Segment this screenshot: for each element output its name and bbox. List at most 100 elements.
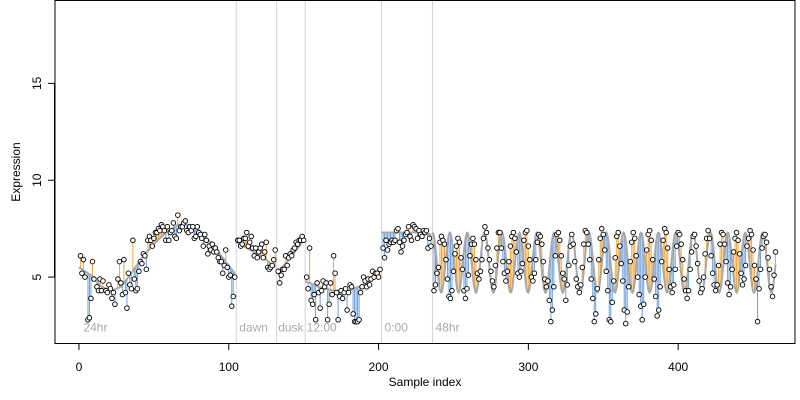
data-point bbox=[723, 258, 729, 265]
data-point bbox=[548, 318, 554, 325]
data-point bbox=[441, 241, 448, 247]
data-point bbox=[636, 291, 642, 298]
data-point bbox=[625, 284, 632, 290]
data-point bbox=[428, 243, 434, 249]
data-point bbox=[311, 291, 317, 298]
data-point bbox=[513, 249, 520, 255]
data-point bbox=[326, 301, 332, 307]
data-point bbox=[756, 285, 762, 292]
data-point bbox=[281, 266, 287, 273]
data-point bbox=[539, 241, 545, 247]
data-point bbox=[591, 318, 598, 325]
y-axis-title: Expression bbox=[9, 142, 23, 201]
data-point bbox=[329, 291, 335, 298]
data-point bbox=[678, 241, 684, 247]
data-point bbox=[657, 284, 663, 290]
data-point bbox=[551, 284, 557, 290]
data-point bbox=[306, 245, 313, 251]
data-point bbox=[263, 239, 269, 245]
data-point bbox=[492, 262, 499, 269]
data-point bbox=[377, 266, 383, 273]
data-point bbox=[335, 316, 341, 323]
data-point bbox=[578, 282, 584, 288]
data-point bbox=[112, 301, 118, 307]
data-point bbox=[332, 270, 338, 276]
data-point bbox=[560, 270, 566, 276]
data-point bbox=[392, 237, 398, 244]
data-point bbox=[736, 251, 743, 257]
data-point bbox=[599, 225, 605, 232]
data-point bbox=[552, 253, 559, 259]
x-tick-label: 400 bbox=[668, 360, 688, 374]
data-point bbox=[561, 276, 568, 282]
data-point bbox=[139, 260, 145, 267]
data-point bbox=[465, 272, 472, 278]
data-point bbox=[116, 258, 123, 265]
data-point bbox=[759, 245, 765, 251]
data-point bbox=[118, 280, 124, 286]
data-point bbox=[588, 276, 595, 282]
data-point bbox=[242, 235, 248, 242]
data-point bbox=[381, 254, 388, 261]
data-point bbox=[518, 268, 524, 275]
section-label: dusk bbox=[278, 320, 304, 334]
data-point bbox=[720, 231, 726, 238]
data-point bbox=[733, 229, 740, 236]
data-point bbox=[166, 237, 172, 244]
data-point bbox=[576, 289, 583, 296]
data-point bbox=[444, 276, 451, 282]
data-point bbox=[739, 282, 746, 288]
data-point bbox=[220, 270, 226, 276]
data-point bbox=[345, 289, 352, 296]
data-point bbox=[700, 274, 707, 280]
data-point bbox=[491, 284, 497, 290]
data-point bbox=[115, 276, 121, 282]
data-point bbox=[660, 237, 666, 244]
data-point bbox=[765, 254, 771, 261]
data-point bbox=[715, 262, 722, 269]
data-point bbox=[771, 272, 777, 278]
data-point bbox=[627, 258, 633, 265]
data-point bbox=[79, 270, 85, 276]
data-point bbox=[693, 243, 699, 249]
data-point bbox=[769, 293, 776, 300]
data-point bbox=[573, 276, 580, 282]
data-point bbox=[434, 270, 440, 276]
data-point bbox=[699, 285, 705, 292]
section-label: 48hr bbox=[435, 320, 459, 334]
data-point bbox=[503, 278, 509, 284]
data-point bbox=[705, 227, 711, 234]
data-point bbox=[615, 229, 621, 236]
data-point bbox=[609, 299, 615, 306]
data-point bbox=[772, 249, 779, 255]
data-point bbox=[182, 218, 189, 224]
section-labels: 24hr dawn dusk 12:00 0:00 48hr bbox=[83, 320, 459, 334]
data-point bbox=[193, 233, 199, 240]
data-point bbox=[744, 243, 750, 249]
data-point bbox=[91, 276, 97, 282]
y-tick-label: 15 bbox=[30, 76, 44, 90]
data-point bbox=[590, 295, 596, 302]
data-point bbox=[555, 229, 562, 236]
data-point bbox=[569, 231, 575, 238]
data-point bbox=[98, 287, 105, 294]
data-point bbox=[489, 278, 496, 284]
data-point bbox=[284, 262, 290, 269]
data-point bbox=[214, 249, 220, 255]
data-point bbox=[603, 268, 610, 275]
data-point bbox=[149, 243, 156, 249]
data-point bbox=[612, 254, 618, 261]
data-point bbox=[658, 258, 665, 265]
data-point bbox=[317, 305, 323, 311]
data-point bbox=[516, 274, 523, 280]
data-point bbox=[100, 278, 106, 284]
data-point bbox=[497, 229, 503, 236]
data-point bbox=[456, 239, 463, 245]
data-point bbox=[121, 256, 127, 263]
data-point bbox=[218, 258, 225, 265]
data-point bbox=[395, 225, 401, 232]
y-tick-label: 10 bbox=[30, 173, 44, 187]
data-point bbox=[312, 316, 319, 323]
data-point bbox=[323, 280, 329, 286]
